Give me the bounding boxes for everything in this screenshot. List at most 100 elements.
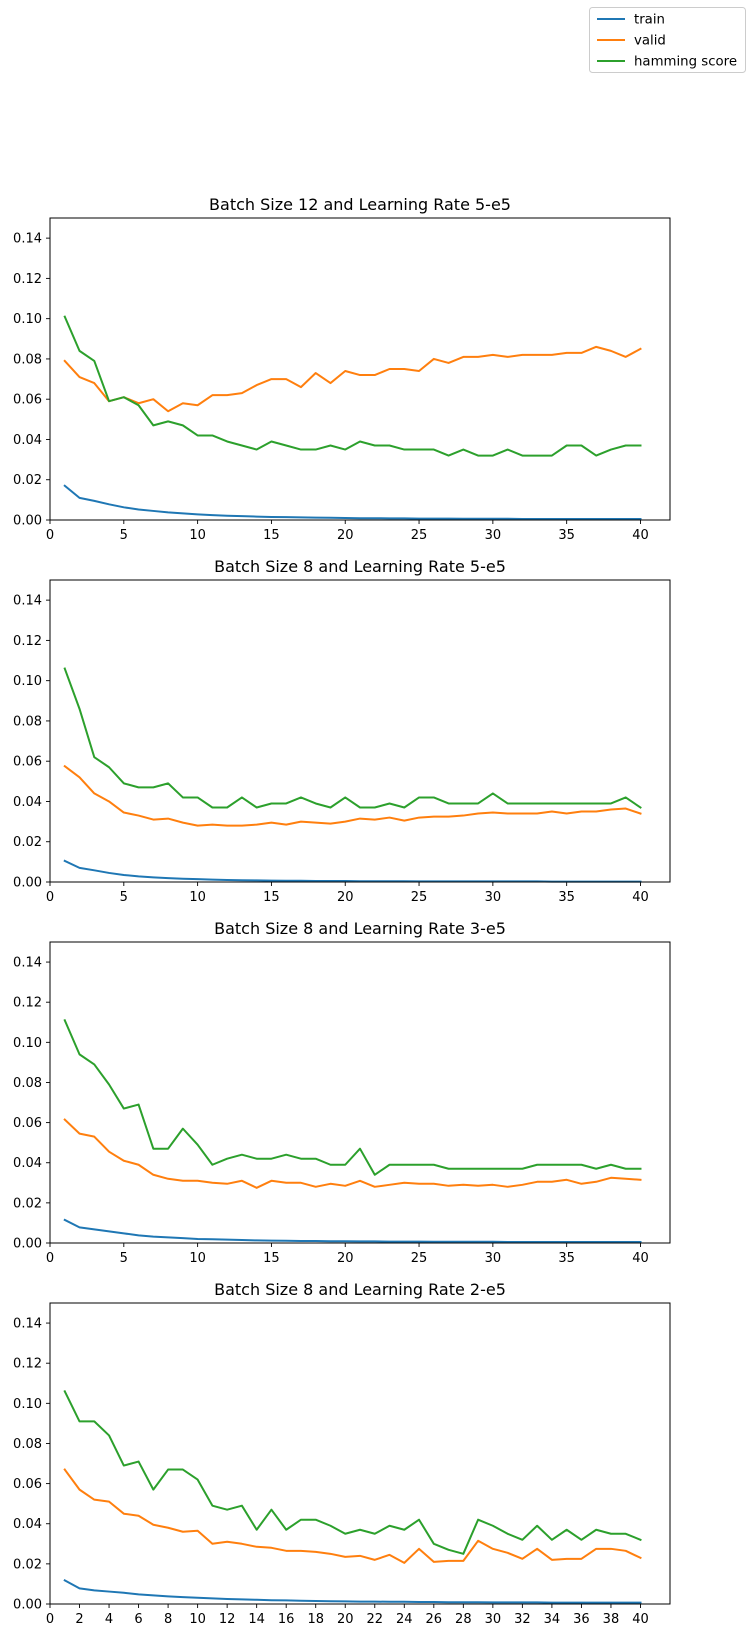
legend-label: valid bbox=[634, 34, 666, 49]
x-tick-label: 25 bbox=[411, 890, 428, 905]
legend: train valid hamming score bbox=[589, 7, 746, 73]
y-tick-label: 0.12 bbox=[13, 1357, 42, 1372]
legend-item: train bbox=[597, 13, 665, 28]
y-tick-label: 0.14 bbox=[13, 232, 42, 247]
x-tick-label: 35 bbox=[558, 1251, 575, 1266]
x-tick-label: 30 bbox=[485, 528, 502, 543]
x-tick-label: 0 bbox=[46, 1612, 54, 1627]
y-tick-label: 0.00 bbox=[13, 1598, 42, 1613]
x-tick-label: 22 bbox=[366, 1612, 383, 1627]
x-tick-label: 4 bbox=[105, 1612, 113, 1627]
x-tick-label: 30 bbox=[485, 890, 502, 905]
x-tick-label: 16 bbox=[278, 1612, 295, 1627]
charts-container: Batch Size 12 and Learning Rate 5-e5 0.00… bbox=[13, 195, 671, 1627]
x-tick-label: 15 bbox=[263, 528, 280, 543]
x-tick-label: 5 bbox=[120, 890, 128, 905]
x-tick-label: 15 bbox=[263, 1251, 280, 1266]
x-tick-label: 32 bbox=[514, 1612, 531, 1627]
x-tick-label: 10 bbox=[189, 1251, 206, 1266]
x-tick-label: 0 bbox=[46, 528, 54, 543]
x-tick-label: 0 bbox=[46, 890, 54, 905]
series-line-train bbox=[63, 859, 642, 883]
y-tick-label: 0.10 bbox=[13, 312, 42, 327]
y-tick-label: 0.02 bbox=[13, 835, 42, 850]
x-tick-label: 5 bbox=[120, 528, 128, 543]
x-tick-label: 10 bbox=[189, 528, 206, 543]
y-tick-label: 0.10 bbox=[13, 1397, 42, 1412]
x-tick-label: 25 bbox=[411, 1251, 428, 1266]
x-tick-label: 38 bbox=[603, 1612, 620, 1627]
y-tick-label: 0.12 bbox=[13, 634, 42, 649]
chart-title: Batch Size 8 and Learning Rate 5-e5 bbox=[214, 557, 506, 576]
x-tick-label: 35 bbox=[558, 528, 575, 543]
x-tick-label: 10 bbox=[189, 890, 206, 905]
x-tick-label: 40 bbox=[632, 528, 649, 543]
series-line-hamming-score bbox=[63, 1018, 642, 1176]
y-tick-label: 0.08 bbox=[13, 714, 42, 729]
x-tick-label: 20 bbox=[337, 528, 354, 543]
x-tick-label: 35 bbox=[558, 890, 575, 905]
legend-label: train bbox=[634, 13, 665, 28]
y-tick-label: 0.00 bbox=[13, 876, 42, 891]
x-tick-label: 34 bbox=[544, 1612, 561, 1627]
x-tick-label: 20 bbox=[337, 890, 354, 905]
plot-frame bbox=[49, 217, 671, 521]
y-tick-label: 0.12 bbox=[13, 272, 42, 287]
y-tick-label: 0.14 bbox=[13, 956, 42, 971]
x-tick-label: 30 bbox=[485, 1612, 502, 1627]
y-tick-label: 0.12 bbox=[13, 996, 42, 1011]
chart-2: Batch Size 8 and Learning Rate 5-e5 0.00 0… bbox=[13, 557, 671, 905]
x-tick-label: 10 bbox=[189, 1612, 206, 1627]
plot-frame bbox=[49, 1302, 671, 1605]
series-line-train bbox=[63, 484, 642, 520]
x-tick-label: 6 bbox=[134, 1612, 142, 1627]
y-tick-label: 0.04 bbox=[13, 795, 42, 810]
y-tick-label: 0.06 bbox=[13, 1477, 42, 1492]
legend-item: hamming score bbox=[597, 55, 737, 70]
plot-frame bbox=[49, 941, 671, 1244]
x-tick-label: 8 bbox=[164, 1612, 172, 1627]
y-tick-label: 0.08 bbox=[13, 1437, 42, 1452]
x-tick-label: 15 bbox=[263, 890, 280, 905]
series-line-hamming-score bbox=[63, 1389, 642, 1555]
x-tick-label: 40 bbox=[632, 1251, 649, 1266]
y-tick-label: 0.06 bbox=[13, 393, 42, 408]
x-tick-label: 12 bbox=[219, 1612, 236, 1627]
chart-1: Batch Size 12 and Learning Rate 5-e5 0.00… bbox=[13, 195, 671, 543]
y-tick-label: 0.08 bbox=[13, 1076, 42, 1091]
y-tick-label: 0.04 bbox=[13, 1156, 42, 1171]
x-tick-label: 14 bbox=[248, 1612, 265, 1627]
y-tick-label: 0.00 bbox=[13, 514, 42, 529]
x-tick-label: 20 bbox=[337, 1251, 354, 1266]
series-line-valid bbox=[63, 1118, 642, 1189]
x-tick-label: 2 bbox=[75, 1612, 83, 1627]
series-line-valid bbox=[63, 345, 642, 413]
chart-4: Batch Size 8 and Learning Rate 2-e5 0.00 0… bbox=[13, 1280, 671, 1627]
y-tick-label: 0.06 bbox=[13, 1116, 42, 1131]
series-line-train bbox=[63, 1218, 642, 1243]
legend-item: valid bbox=[597, 34, 666, 49]
chart-title: Batch Size 12 and Learning Rate 5-e5 bbox=[209, 195, 511, 214]
y-tick-label: 0.02 bbox=[13, 473, 42, 488]
x-tick-label: 40 bbox=[632, 890, 649, 905]
y-tick-label: 0.06 bbox=[13, 755, 42, 770]
y-tick-label: 0.10 bbox=[13, 674, 42, 689]
chart-title: Batch Size 8 and Learning Rate 2-e5 bbox=[214, 1280, 506, 1299]
y-tick-label: 0.08 bbox=[13, 352, 42, 367]
y-tick-label: 0.10 bbox=[13, 1036, 42, 1051]
chart-3: Batch Size 8 and Learning Rate 3-e5 0.00 0… bbox=[13, 919, 671, 1266]
y-tick-label: 0.02 bbox=[13, 1557, 42, 1572]
y-tick-label: 0.14 bbox=[13, 1317, 42, 1332]
plot-frame bbox=[49, 579, 671, 883]
x-tick-label: 24 bbox=[396, 1612, 413, 1627]
x-tick-label: 25 bbox=[411, 528, 428, 543]
legend-frame bbox=[589, 7, 746, 73]
y-tick-label: 0.04 bbox=[13, 1517, 42, 1532]
x-tick-label: 0 bbox=[46, 1251, 54, 1266]
series-line-valid bbox=[63, 1468, 642, 1564]
legend-label: hamming score bbox=[634, 55, 737, 70]
series-line-hamming-score bbox=[63, 315, 642, 457]
x-tick-label: 26 bbox=[426, 1612, 443, 1627]
x-tick-label: 28 bbox=[455, 1612, 472, 1627]
